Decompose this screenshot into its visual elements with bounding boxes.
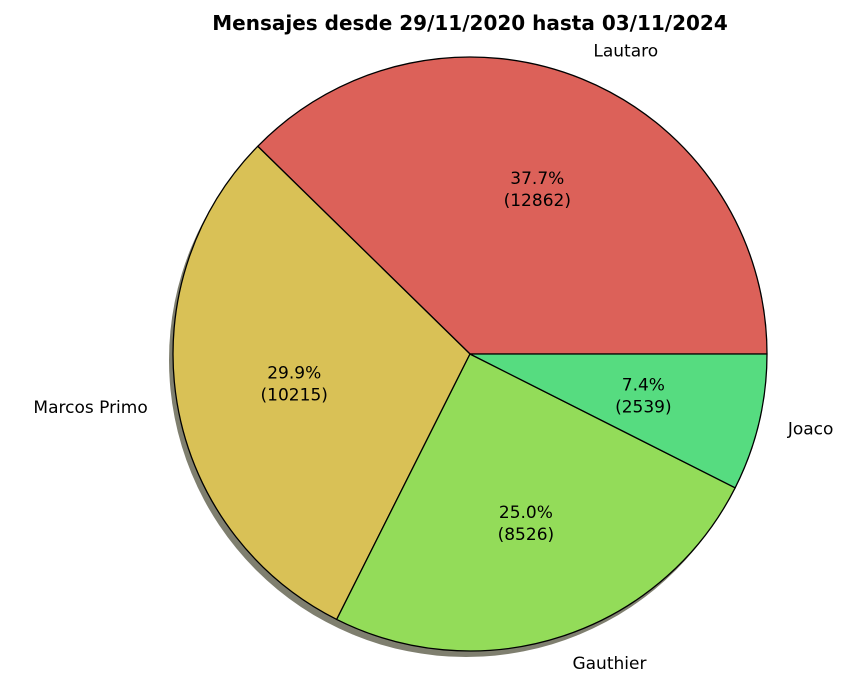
pie-slice-lautaro [257, 56, 768, 355]
slice-label-gauthier: Gauthier [572, 654, 646, 674]
slice-label-marcos-primo: Marcos Primo [33, 398, 147, 418]
slice-label-lautaro: Lautaro [593, 41, 658, 61]
slice-label-joaco: Joaco [787, 420, 834, 440]
pie-labels: Lautaro 37.7%(12862) Marcos Primo 29.9%(102… [33, 41, 833, 674]
slice-percent-marcos-primo: 29.9% [267, 363, 321, 383]
pie-slices [172, 56, 768, 652]
slice-count-gauthier: (8526) [498, 525, 555, 545]
slice-percent-gauthier: 25.0% [499, 503, 553, 523]
pie-slice-joaco [469, 353, 768, 489]
slice-count-lautaro: (12862) [504, 191, 571, 211]
slice-percent-joaco: 7.4% [622, 375, 665, 395]
slice-percent-lautaro: 37.7% [510, 169, 564, 189]
chart-title: Mensajes desde 29/11/2020 hasta 03/11/20… [212, 11, 728, 35]
slice-count-marcos-primo: (10215) [261, 385, 328, 405]
pie-slice-gauthier [336, 353, 736, 652]
slice-count-joaco: (2539) [615, 397, 672, 417]
